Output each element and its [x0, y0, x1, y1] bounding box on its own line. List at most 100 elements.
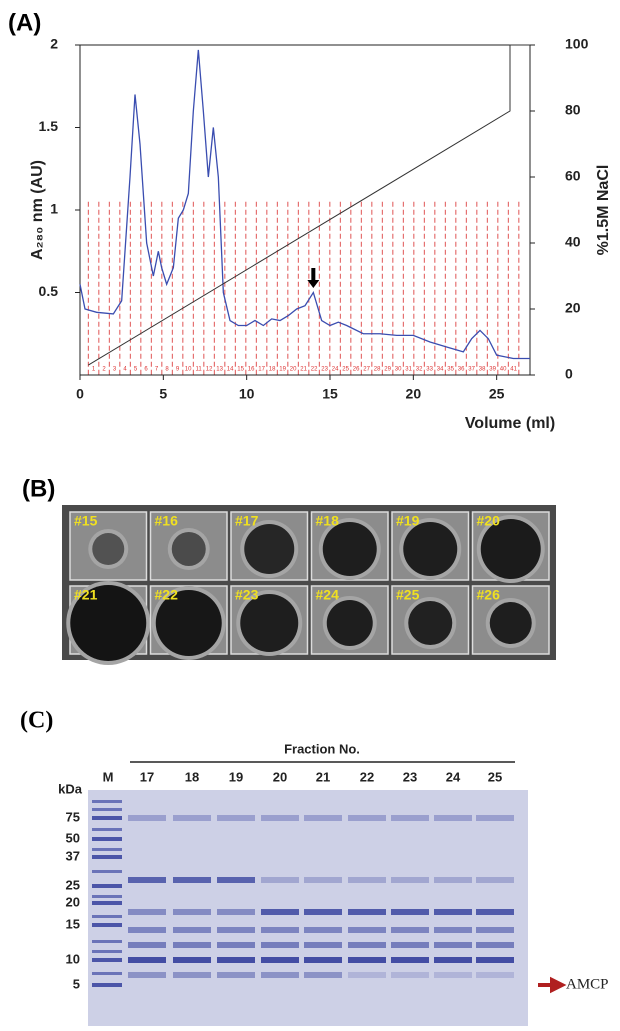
fraction-label: 16	[248, 367, 255, 373]
lane-band	[476, 957, 514, 963]
lane-band	[476, 927, 514, 933]
fraction-label: 12	[206, 367, 213, 373]
kda-label: kDa	[58, 781, 83, 796]
lane-band	[217, 815, 255, 821]
fraction-label: 38	[479, 367, 486, 373]
fraction-label: 29	[384, 367, 391, 373]
lane-band	[348, 957, 386, 963]
y2-tick-label: 100	[565, 36, 589, 52]
marker-band	[92, 915, 122, 918]
fraction-label: 10	[185, 367, 192, 373]
plot-frame	[79, 44, 531, 376]
lane-band	[217, 942, 255, 948]
lane-band	[261, 815, 299, 821]
chromatogram: 1 2 3 4 5 6 7 8 9 10 11 12 13 14 15 16 17 18 19 20 21 22 23 24 2…	[29, 36, 612, 433]
lane-band	[173, 957, 211, 963]
fraction-label: 40	[500, 367, 507, 373]
fraction-label: 3	[113, 367, 117, 373]
inhibition-zone	[489, 602, 532, 644]
lane-band	[391, 815, 429, 821]
y2-tick-label: 80	[565, 102, 581, 118]
fraction-label: 14	[227, 367, 234, 373]
lane-band	[348, 972, 386, 978]
fraction-label: 24	[332, 367, 339, 373]
fraction-label: 2	[102, 367, 106, 373]
series-line	[88, 44, 530, 366]
marker-band	[92, 983, 122, 987]
lane-band	[434, 815, 472, 821]
lane-band	[391, 909, 429, 915]
lane-band	[261, 942, 299, 948]
well-label: #24	[316, 587, 340, 603]
arrow	[538, 976, 567, 994]
lane-band	[173, 942, 211, 948]
fraction-label: 11	[195, 367, 202, 373]
fraction-label: 26	[353, 367, 360, 373]
well-label: #19	[396, 513, 420, 529]
lane-label: 19	[229, 769, 243, 784]
lane-band	[261, 927, 299, 933]
lane-band	[304, 909, 342, 915]
well-label: #26	[477, 587, 501, 603]
peak-arrow	[307, 268, 320, 288]
lane-label: 25	[488, 769, 502, 784]
y2-tick-label: 20	[565, 300, 581, 316]
lane-band	[304, 957, 342, 963]
marker-band	[92, 848, 122, 851]
inhibition-zone	[70, 585, 147, 661]
lane-band	[434, 909, 472, 915]
well-label: #18	[316, 513, 340, 529]
lane-band	[217, 909, 255, 915]
lane-band	[476, 815, 514, 821]
lane-band	[348, 927, 386, 933]
y-tick-label: 2	[50, 36, 58, 52]
lane-band	[391, 877, 429, 883]
fraction-label: 37	[468, 367, 475, 373]
lane-band	[128, 909, 166, 915]
marker-label: 25	[66, 877, 80, 892]
lane-band	[391, 957, 429, 963]
marker-label: 37	[66, 848, 80, 863]
marker-band	[92, 972, 122, 975]
marker-band	[92, 816, 122, 820]
inhibition-zone	[244, 524, 295, 574]
well-label: #25	[396, 587, 420, 603]
x-tick-label: 10	[239, 386, 255, 402]
y-axis-label: A₂₈₀ nm (AU)	[29, 160, 46, 260]
lane-band	[476, 909, 514, 915]
well-label: #21	[74, 587, 98, 603]
fraction-label: 21	[300, 367, 307, 373]
fraction-label: 33	[426, 367, 433, 373]
inhibition-zone	[240, 594, 299, 652]
inhibition-zone	[480, 519, 541, 579]
fraction-label: 4	[123, 367, 127, 373]
lane-band	[391, 927, 429, 933]
marker-label: 20	[66, 894, 80, 909]
x-tick-label: 15	[322, 386, 338, 402]
marker-band	[92, 884, 122, 888]
marker-label: 15	[66, 916, 80, 931]
marker-band	[92, 901, 122, 905]
fraction-label: 32	[416, 367, 423, 373]
lane-band	[173, 877, 211, 883]
lane-band	[348, 909, 386, 915]
lane-band	[304, 972, 342, 978]
marker-band	[92, 808, 122, 811]
lane-band	[173, 927, 211, 933]
well-label: #20	[477, 513, 501, 529]
lane-band	[217, 927, 255, 933]
marker-label: 10	[66, 951, 80, 966]
target-label: AMCP	[566, 976, 609, 992]
lane-band	[173, 972, 211, 978]
lane-band	[261, 877, 299, 883]
y-tick-label: 1.5	[39, 118, 59, 134]
fraction-label: 31	[405, 367, 412, 373]
marker-label: 75	[66, 809, 80, 824]
fraction-label: 5	[134, 367, 138, 373]
inhibition-zone	[92, 533, 125, 565]
lane-band	[217, 957, 255, 963]
plate-image: #15 #16 #17 #18 #19 #20 #21 #22 #23 #24 #25 #26	[62, 505, 556, 665]
lane-band	[348, 942, 386, 948]
lane-band	[476, 972, 514, 978]
inhibition-zone	[322, 522, 377, 576]
